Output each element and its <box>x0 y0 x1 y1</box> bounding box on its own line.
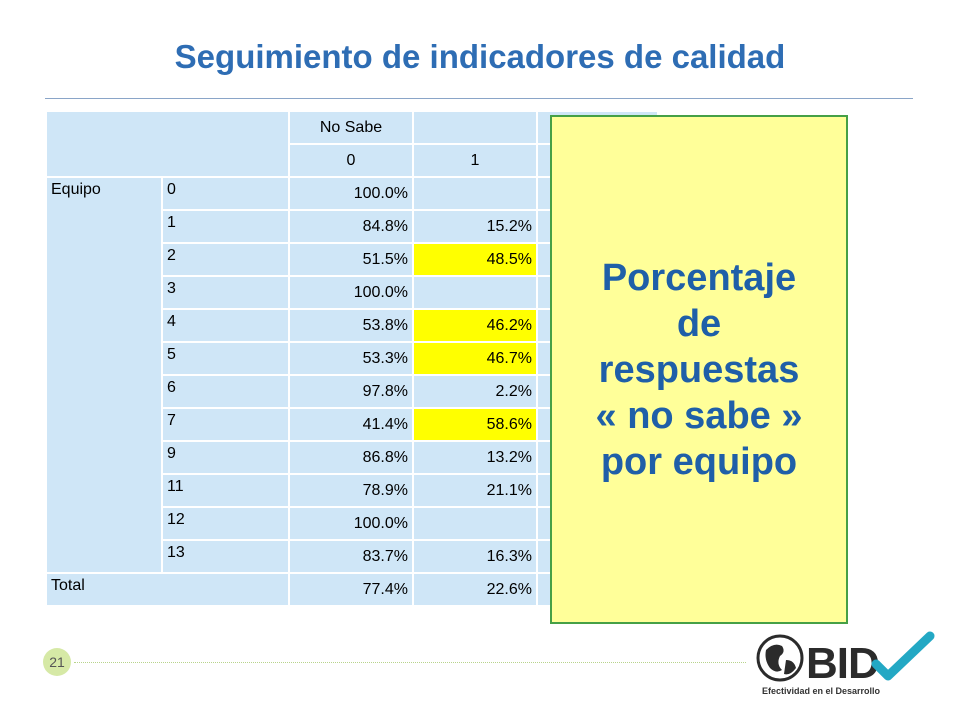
total-label: Total <box>47 574 288 605</box>
row-group-label: Equipo <box>47 178 161 572</box>
table-cell: 78.9% <box>290 475 412 506</box>
total-cell: 77.4% <box>290 574 412 605</box>
table-cell-highlighted: 48.5% <box>414 244 536 275</box>
table-cell <box>414 508 536 539</box>
table-cell: 84.8% <box>290 211 412 242</box>
row-label: 4 <box>163 310 288 341</box>
logo-wordmark: BID <box>806 639 879 688</box>
table-corner-cell <box>47 112 288 176</box>
table-cell: 21.1% <box>414 475 536 506</box>
page-number: 21 <box>43 648 71 676</box>
table-cell-highlighted: 58.6% <box>414 409 536 440</box>
callout-line: de <box>676 302 722 345</box>
table-cell-highlighted: 46.7% <box>414 343 536 374</box>
row-label: 11 <box>163 475 288 506</box>
row-label: 13 <box>163 541 288 572</box>
table-cell: 100.0% <box>290 178 412 209</box>
table-total-row: Total 77.4% 22.6% <box>47 574 657 605</box>
table-cell: 53.8% <box>290 310 412 341</box>
table-cell: 16.3% <box>414 541 536 572</box>
slide-title: Seguimiento de indicadores de calidad <box>174 38 786 75</box>
callout-line: respuestas <box>598 348 800 391</box>
row-label: 6 <box>163 376 288 407</box>
callout-line: por equipo <box>600 440 798 483</box>
total-cell: 22.6% <box>414 574 536 605</box>
table-cell: 41.4% <box>290 409 412 440</box>
table-cell: 86.8% <box>290 442 412 473</box>
column-group-header: No Sabe <box>290 112 412 143</box>
row-label: 5 <box>163 343 288 374</box>
row-label: 12 <box>163 508 288 539</box>
row-label: 2 <box>163 244 288 275</box>
table-cell-highlighted: 46.2% <box>414 310 536 341</box>
table-cell: 83.7% <box>290 541 412 572</box>
logo-subtitle: Efectividad en el Desarrollo <box>762 686 881 696</box>
table-cell: 15.2% <box>414 211 536 242</box>
table-cell: 100.0% <box>290 508 412 539</box>
table-cell: 51.5% <box>290 244 412 275</box>
table-cell: 100.0% <box>290 277 412 308</box>
row-label: 1 <box>163 211 288 242</box>
table-cell: 53.3% <box>290 343 412 374</box>
callout-box: Porcentaje de respuestas « no sabe » por… <box>550 115 848 624</box>
callout-line: « no sabe » <box>595 394 803 437</box>
row-label: 9 <box>163 442 288 473</box>
column-group-header-extra <box>414 112 536 143</box>
table-row: 3 100.0% <box>47 277 657 308</box>
bid-logo: BID <box>756 631 935 688</box>
footer-divider <box>74 662 746 663</box>
globe-icon <box>756 634 804 682</box>
table-row: Equipo 0 100.0% <box>47 178 657 572</box>
callout-line: Porcentaje <box>601 256 797 299</box>
checkmark-icon <box>871 631 935 681</box>
table-cell <box>414 178 536 209</box>
table-cell: 2.2% <box>414 376 536 407</box>
table-cell: 13.2% <box>414 442 536 473</box>
column-header: 1 <box>414 145 536 176</box>
column-header: 0 <box>290 145 412 176</box>
row-label: 7 <box>163 409 288 440</box>
callout-text: Porcentaje de respuestas « no sabe » por… <box>596 255 803 485</box>
row-label: 0 <box>163 178 288 209</box>
row-label: 3 <box>163 277 288 308</box>
table-cell: 97.8% <box>290 376 412 407</box>
title-divider <box>45 98 913 99</box>
table-cell <box>414 277 536 308</box>
